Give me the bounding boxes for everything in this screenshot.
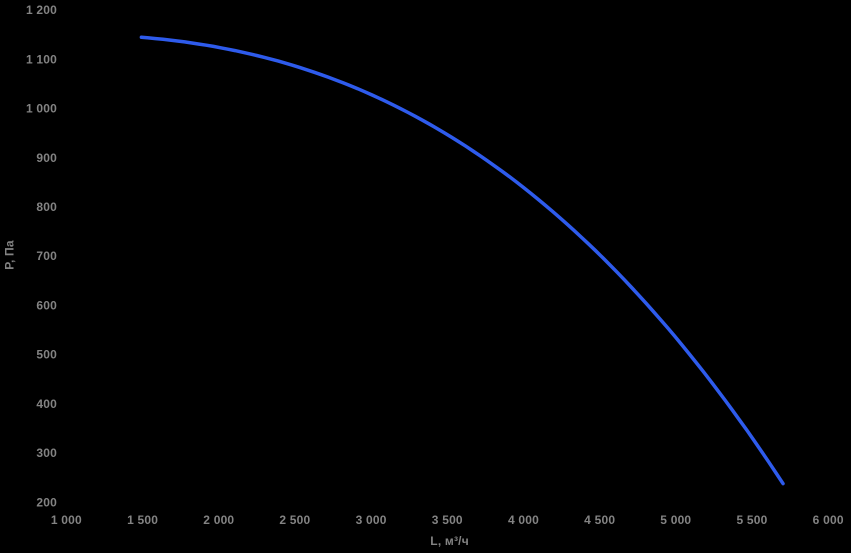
svg-text:1 100: 1 100 [26,52,57,66]
svg-text:2 500: 2 500 [279,513,310,527]
svg-text:2 000: 2 000 [203,513,234,527]
svg-text:900: 900 [36,151,57,165]
svg-text:700: 700 [36,249,57,263]
svg-text:1 200: 1 200 [26,3,57,17]
svg-text:6 000: 6 000 [813,513,844,527]
svg-text:800: 800 [36,200,57,214]
svg-text:L, м³/ч: L, м³/ч [430,534,469,548]
svg-text:1 000: 1 000 [26,102,57,116]
svg-text:500: 500 [36,348,57,362]
svg-text:3 500: 3 500 [432,513,463,527]
svg-text:200: 200 [36,495,57,509]
svg-text:600: 600 [36,298,57,312]
svg-text:5 000: 5 000 [660,513,691,527]
svg-text:300: 300 [36,446,57,460]
svg-text:1 500: 1 500 [127,513,158,527]
svg-text:3 000: 3 000 [356,513,387,527]
svg-text:400: 400 [36,397,57,411]
svg-text:5 500: 5 500 [736,513,767,527]
svg-text:P, Па: P, Па [3,240,17,270]
svg-text:1 000: 1 000 [51,513,82,527]
svg-text:4 500: 4 500 [584,513,615,527]
svg-text:4 000: 4 000 [508,513,539,527]
